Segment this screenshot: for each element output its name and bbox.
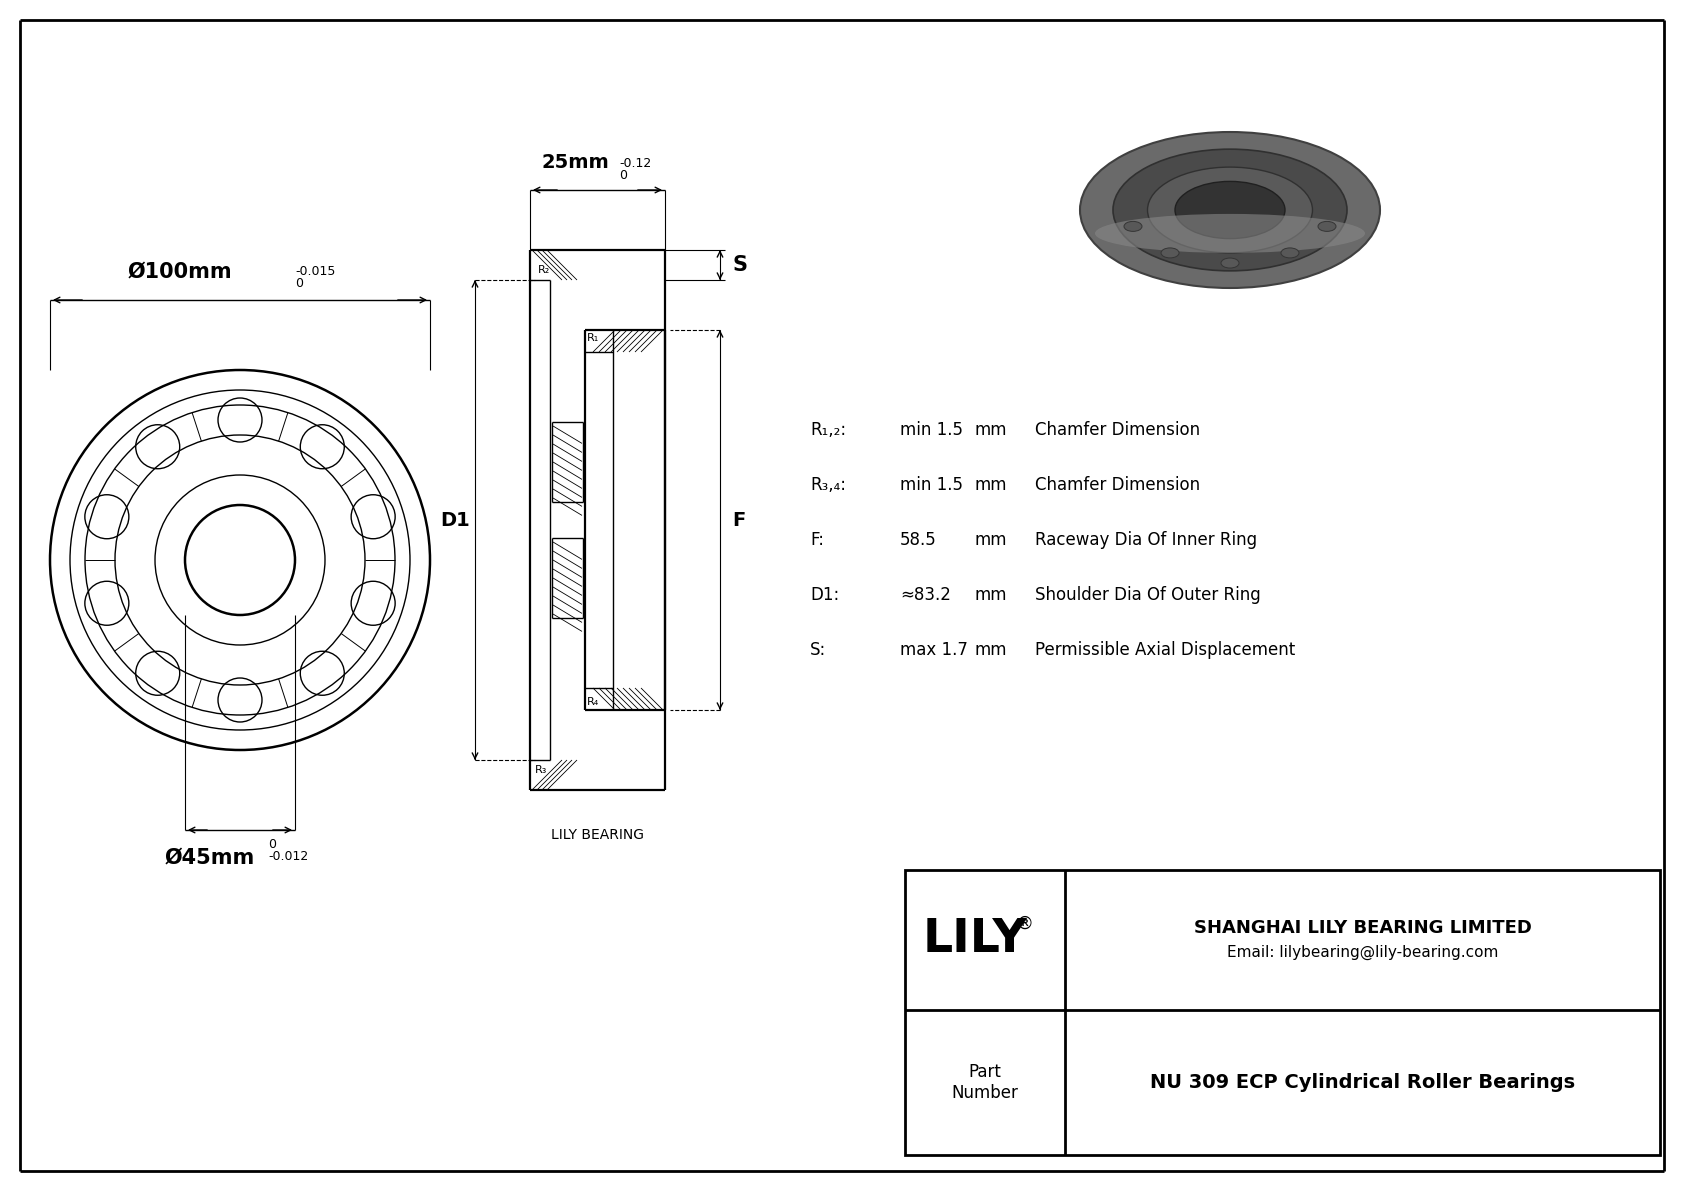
Bar: [904, 869, 1660, 1155]
Text: mm: mm: [975, 420, 1007, 439]
Text: mm: mm: [975, 476, 1007, 494]
Text: LILY: LILY: [923, 917, 1027, 962]
Text: R₁: R₁: [588, 333, 600, 343]
Text: 0: 0: [295, 278, 303, 289]
Text: Ø100mm: Ø100mm: [128, 262, 232, 282]
Ellipse shape: [1221, 258, 1239, 268]
Text: 0: 0: [268, 838, 276, 852]
Text: max 1.7: max 1.7: [899, 641, 968, 659]
Text: R₁,₂:: R₁,₂:: [810, 420, 845, 439]
Text: F:: F:: [810, 531, 823, 549]
Text: Chamfer Dimension: Chamfer Dimension: [1036, 420, 1201, 439]
Text: 58.5: 58.5: [899, 531, 936, 549]
Text: SHANGHAI LILY BEARING LIMITED: SHANGHAI LILY BEARING LIMITED: [1194, 919, 1531, 937]
Text: NU 309 ECP Cylindrical Roller Bearings: NU 309 ECP Cylindrical Roller Bearings: [1150, 1073, 1575, 1092]
Text: mm: mm: [975, 586, 1007, 604]
Text: -0.12: -0.12: [620, 157, 652, 170]
Text: ®: ®: [1015, 915, 1034, 933]
Ellipse shape: [1175, 181, 1285, 238]
Text: -0.012: -0.012: [268, 850, 308, 863]
Text: LILY BEARING: LILY BEARING: [551, 828, 643, 842]
Text: R₃: R₃: [536, 765, 547, 775]
Ellipse shape: [1123, 222, 1142, 231]
Text: min 1.5: min 1.5: [899, 476, 963, 494]
Text: -0.015: -0.015: [295, 266, 335, 278]
Text: Ø45mm: Ø45mm: [165, 848, 254, 868]
Ellipse shape: [1147, 167, 1312, 252]
Ellipse shape: [1113, 149, 1347, 270]
Ellipse shape: [1079, 132, 1379, 288]
Text: S: S: [733, 255, 748, 275]
Ellipse shape: [1282, 248, 1298, 258]
Text: 0: 0: [620, 169, 628, 182]
Text: Raceway Dia Of Inner Ring: Raceway Dia Of Inner Ring: [1036, 531, 1258, 549]
Text: Part
Number: Part Number: [951, 1064, 1019, 1102]
Text: min 1.5: min 1.5: [899, 420, 963, 439]
Text: Shoulder Dia Of Outer Ring: Shoulder Dia Of Outer Ring: [1036, 586, 1261, 604]
Text: S:: S:: [810, 641, 827, 659]
Text: mm: mm: [975, 531, 1007, 549]
Text: Chamfer Dimension: Chamfer Dimension: [1036, 476, 1201, 494]
Text: R₄: R₄: [588, 697, 600, 707]
Text: R₃,₄:: R₃,₄:: [810, 476, 845, 494]
Ellipse shape: [1095, 214, 1366, 252]
Text: D1: D1: [440, 511, 470, 530]
Ellipse shape: [1319, 222, 1335, 231]
Text: Permissible Axial Displacement: Permissible Axial Displacement: [1036, 641, 1295, 659]
Ellipse shape: [1160, 248, 1179, 258]
Text: 25mm: 25mm: [542, 152, 610, 172]
Text: R₂: R₂: [537, 266, 551, 275]
Text: Email: lilybearing@lily-bearing.com: Email: lilybearing@lily-bearing.com: [1228, 944, 1499, 960]
Text: D1:: D1:: [810, 586, 839, 604]
Text: F: F: [733, 511, 746, 530]
Text: ≈83.2: ≈83.2: [899, 586, 951, 604]
Text: mm: mm: [975, 641, 1007, 659]
